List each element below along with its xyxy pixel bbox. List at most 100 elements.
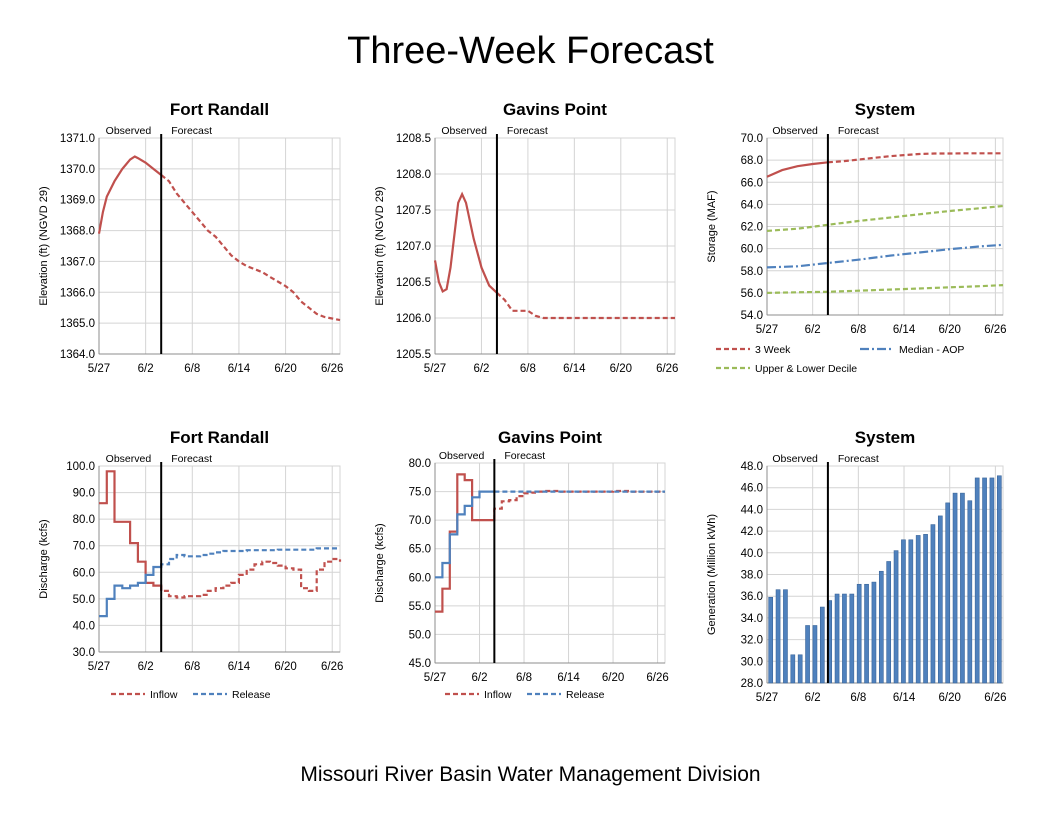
forecast-label: Forecast [838,453,879,465]
y-tick-label: 55.0 [409,601,431,613]
plot-frame [434,462,666,664]
legend-label: Release [566,689,605,701]
bar [982,477,987,684]
y-tick-label: 60.0 [741,244,763,256]
series-line-forecast [160,174,341,322]
y-tick-label: 60.0 [409,572,431,584]
series-line [766,243,1004,269]
x-tick-label: 6/14 [228,363,251,375]
observed-label: Observed [441,125,487,137]
y-tick-label: 1207.5 [396,205,431,217]
bar [901,539,906,684]
bar [842,593,847,684]
panel-title: Fort Randall [170,428,269,447]
bar [775,589,781,684]
x-tick-label: 6/26 [321,661,343,673]
legend-label: Release [232,689,271,701]
y-tick-label: 1367.0 [60,256,95,268]
y-tick-label: 1368.0 [60,226,95,238]
y-tick-label: 62.0 [741,222,763,234]
chart-fr-elev: Fort Randall 1364.0 1365.0 1366.0 1367.0 1368… [38,100,343,375]
y-tick-label: 90.0 [73,488,95,500]
bar [996,475,1002,684]
y-tick-label: 66.0 [741,177,763,189]
x-tick-label: 6/2 [138,661,154,673]
y-tick-label: 1366.0 [60,287,95,299]
x-tick-label: 6/14 [563,363,586,375]
y-tick-label: 1206.0 [396,313,431,325]
y-tick-label: 80.0 [409,458,431,470]
y-tick-label: 1208.5 [396,133,431,145]
series-line [766,204,1004,232]
y-tick-label: 70.0 [73,541,95,553]
chart-fr-discharge: Fort Randall 30.0 40.0 50.0 60.0 70.0 80.0 90.0… [38,428,343,701]
x-tick-label: 6/20 [274,363,296,375]
legend-label: Median - AOP [899,344,964,356]
bar [893,550,899,684]
chart-gp-discharge: Gavins Point 45.0 50.0 55.0 60.0 65.0 70.0 75.0… [374,428,669,701]
legend-label: 3 Week [755,344,791,356]
y-axis-label: Discharge (kcfs) [38,519,50,598]
chart-sys-storage: System 54.0 56.0 58.0 60.0 62.0 64.0 66.0 68.0 70… [706,100,1007,375]
y-tick-label: 64.0 [741,199,763,211]
panel-title: System [855,100,915,119]
x-tick-label: 5/27 [424,672,446,684]
bar [819,606,825,684]
series-line [766,284,1004,294]
x-tick-label: 6/8 [184,363,200,375]
footer-text: Missouri River Basin Water Management Di… [300,763,761,786]
x-tick-label: 5/27 [88,363,110,375]
y-tick-label: 30.0 [73,647,95,659]
series-line-observed [435,490,495,579]
bar [878,570,884,684]
series-line-forecast [496,291,675,320]
y-tick-label: 58.0 [741,266,763,278]
y-tick-label: 1205.5 [396,349,431,361]
y-axis-label: Storage (MAF) [706,190,718,262]
series-line-observed [99,470,163,591]
x-tick-label: 6/14 [893,324,916,336]
y-tick-label: 60.0 [73,567,95,579]
bar [812,625,818,684]
y-tick-label: 1208.0 [396,169,431,181]
y-axis-label: Discharge (kcfs) [374,523,386,602]
y-tick-label: 28.0 [741,678,763,690]
chart-gp-elev: Gavins Point 1205.5 1206.0 1206.5 1207.0 1207… [374,100,678,375]
bar [783,589,788,684]
x-tick-label: 6/2 [805,324,821,336]
x-tick-label: 6/20 [610,363,632,375]
x-tick-label: 6/26 [984,324,1006,336]
series-line-observed [435,473,496,613]
x-tick-label: 5/27 [756,692,778,704]
bar [886,561,892,684]
plot-frame [98,137,341,355]
chart-sys-generation: System 28.0 30.0 32.0 34.0 36.0 38.0 40.0 42.0 44… [706,428,1007,704]
observed-label: Observed [106,125,152,137]
x-tick-label: 6/20 [602,672,624,684]
y-tick-label: 50.0 [73,594,95,606]
bar [923,534,928,684]
y-tick-label: 1371.0 [60,133,95,145]
bar [856,583,862,684]
panel-title: Gavins Point [498,428,602,447]
y-axis-label: Elevation (ft) (NGVD 29) [374,186,386,305]
x-tick-label: 6/8 [184,661,200,673]
observed-label: Observed [772,125,818,137]
y-tick-label: 38.0 [741,570,763,582]
y-tick-label: 56.0 [741,288,763,300]
bar [930,524,936,684]
y-tick-label: 65.0 [409,544,431,556]
bar [864,583,869,684]
panel-title: System [855,428,915,447]
panel-title: Fort Randall [170,100,269,119]
bar [834,593,840,684]
series-line-forecast [493,489,665,521]
x-tick-label: 6/2 [805,692,821,704]
x-tick-label: 6/20 [274,661,296,673]
bar [915,535,921,684]
y-tick-label: 1365.0 [60,318,95,330]
page-title: Three-Week Forecast [347,30,714,72]
x-tick-label: 6/26 [984,692,1006,704]
y-tick-label: 68.0 [741,155,763,167]
series-line-forecast [160,557,342,599]
